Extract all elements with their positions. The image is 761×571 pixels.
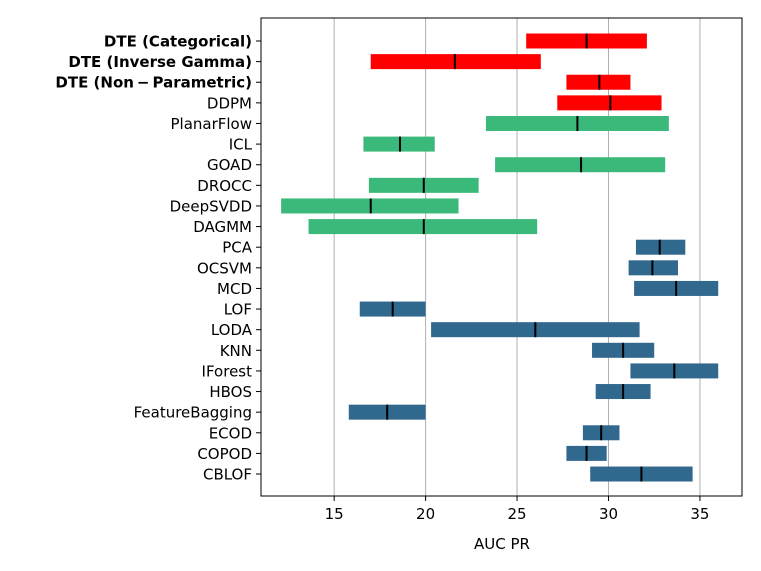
bars-layer (281, 33, 719, 482)
y-tick-label-5: ICL (229, 136, 253, 154)
y-tick-label-3: DDPM (207, 94, 252, 112)
y-tick-label-6: GOAD (207, 156, 252, 174)
y-tick-label-15: KNN (220, 342, 252, 360)
x-axis: 15 20 25 30 35 (325, 496, 709, 523)
y-tick-label-12: MCD (217, 280, 252, 298)
y-tick-label-13: LOF (224, 301, 252, 319)
plot-frame (260, 17, 743, 497)
y-tick-label-18: FeatureBagging (134, 404, 252, 422)
y-tick-label-4: PlanarFlow (170, 115, 252, 133)
medians-layer (369, 33, 678, 482)
y-tick-label-7: DROCC (197, 177, 252, 195)
y-tick-label-14: LODA (211, 321, 253, 339)
y-tick-label-19: ECOD (209, 424, 252, 442)
y-tick-label-8: DeepSVDD (170, 197, 252, 215)
y-tick-label-21: CBLOF (203, 466, 252, 484)
y-tick-label-10: PCA (222, 239, 253, 257)
y-tick-label-1: DTE (Inverse Gamma) (68, 53, 252, 71)
y-tick-label-16: IForest (202, 362, 253, 380)
y-tick-label-17: HBOS (209, 383, 252, 401)
y-tick-label-20: COPOD (197, 445, 252, 463)
x-axis-title: AUC PR (474, 535, 530, 553)
x-tick-label-35: 35 (690, 505, 709, 523)
y-axis: DTE (Categorical) DTE (Inverse Gamma) DTE … (55, 33, 261, 484)
x-tick-label-20: 20 (416, 505, 435, 523)
y-tick-label-0: DTE (Categorical) (104, 33, 252, 51)
x-tick-label-25: 25 (507, 505, 526, 523)
y-tick-label-11: OCSVM (197, 259, 252, 277)
x-tick-label-30: 30 (599, 505, 618, 523)
x-tick-label-15: 15 (325, 505, 344, 523)
y-tick-label-9: DAGMM (193, 218, 252, 236)
y-tick-label-2: DTE (Non − Parametric) (55, 74, 252, 92)
